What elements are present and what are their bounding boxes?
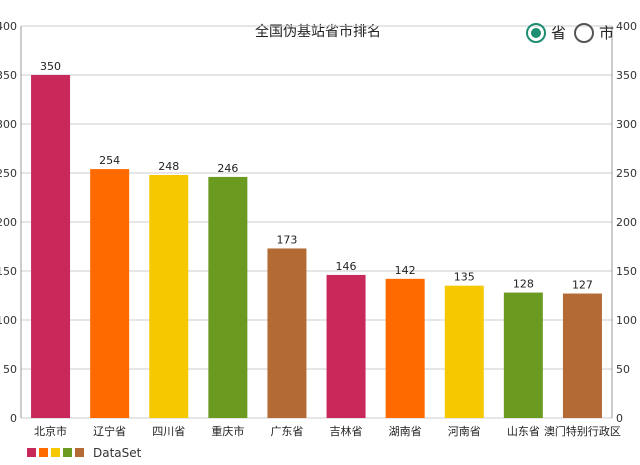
x-tick-label: 重庆市	[211, 424, 244, 438]
x-tick-label: 辽宁省	[93, 424, 126, 438]
y-tick-label-left: 100	[0, 314, 17, 327]
x-tick-label: 河南省	[448, 425, 481, 438]
y-tick-label-right: 250	[616, 167, 637, 180]
bar[interactable]	[562, 293, 602, 418]
radio-selected-icon	[525, 22, 546, 43]
y-tick-label-right: 350	[616, 69, 637, 82]
radio-option-province[interactable]: 省	[525, 22, 566, 43]
legend-swatch	[75, 448, 84, 457]
legend-swatch	[51, 448, 60, 457]
radio-label-city: 市	[598, 24, 614, 42]
bar-value-label: 128	[513, 278, 534, 291]
bar-layer: 350 北京市 254 辽宁省 248 四川省 246 重庆市 173 广东省 146 吉林省 142 湖…	[31, 60, 621, 438]
radio-option-city[interactable]: 市	[573, 22, 614, 43]
bar-value-label: 254	[99, 154, 120, 167]
x-tick-label: 湖南省	[389, 425, 422, 438]
y-tick-label-right: 50	[616, 363, 630, 376]
x-tick-label: 山东省	[507, 425, 540, 438]
bar-value-label: 135	[454, 271, 475, 284]
radio-unselected-icon	[573, 22, 594, 43]
bar-value-label: 350	[40, 60, 61, 73]
y-tick-label-right: 0	[616, 412, 623, 425]
legend-swatch	[39, 448, 48, 457]
y-tick-label-left: 50	[3, 363, 17, 376]
y-tick-label-left: 150	[0, 265, 17, 278]
grid-layer: 0 0 50 50 100 100 150 150 200 200 250 250 300 300 350 3…	[0, 20, 637, 425]
bar[interactable]	[90, 169, 130, 418]
bar[interactable]	[385, 278, 425, 418]
bar-value-label: 146	[336, 260, 357, 273]
x-tick-label: 广东省	[270, 425, 303, 438]
x-tick-label: 北京市	[34, 424, 67, 438]
y-tick-label-left: 350	[0, 69, 17, 82]
x-tick-label: 吉林省	[330, 424, 363, 438]
chart-title: 全国伪基站省市排名	[255, 23, 381, 40]
y-tick-label-left: 250	[0, 167, 17, 180]
y-tick-label-left: 200	[0, 216, 17, 229]
bar[interactable]	[503, 292, 543, 418]
bar[interactable]	[444, 285, 484, 418]
x-tick-label: 四川省	[152, 425, 185, 438]
legend: DataSet	[27, 446, 142, 460]
bar[interactable]	[326, 274, 366, 418]
bar[interactable]	[208, 176, 248, 418]
y-tick-label-left: 400	[0, 20, 17, 33]
bar-value-label: 127	[572, 279, 593, 292]
legend-swatch	[27, 448, 36, 457]
bar[interactable]	[149, 174, 189, 418]
radio-label-province: 省	[550, 24, 566, 42]
bar[interactable]	[31, 75, 71, 418]
y-tick-label-left: 0	[10, 412, 17, 425]
legend-label: DataSet	[93, 446, 142, 460]
y-tick-label-right: 300	[616, 118, 637, 131]
bar-value-label: 248	[158, 160, 179, 173]
y-tick-label-right: 200	[616, 216, 637, 229]
y-tick-label-left: 300	[0, 118, 17, 131]
y-tick-label-right: 150	[616, 265, 637, 278]
y-tick-label-right: 100	[616, 314, 637, 327]
bar-value-label: 142	[395, 264, 416, 277]
legend-swatch	[63, 448, 72, 457]
bar-value-label: 246	[217, 162, 238, 175]
y-tick-label-right: 400	[616, 20, 637, 33]
bar[interactable]	[267, 248, 307, 418]
province-city-toggle: 省 市	[518, 22, 614, 43]
bar-value-label: 173	[276, 233, 297, 246]
x-tick-label: 澳门特别行政区	[544, 424, 621, 438]
